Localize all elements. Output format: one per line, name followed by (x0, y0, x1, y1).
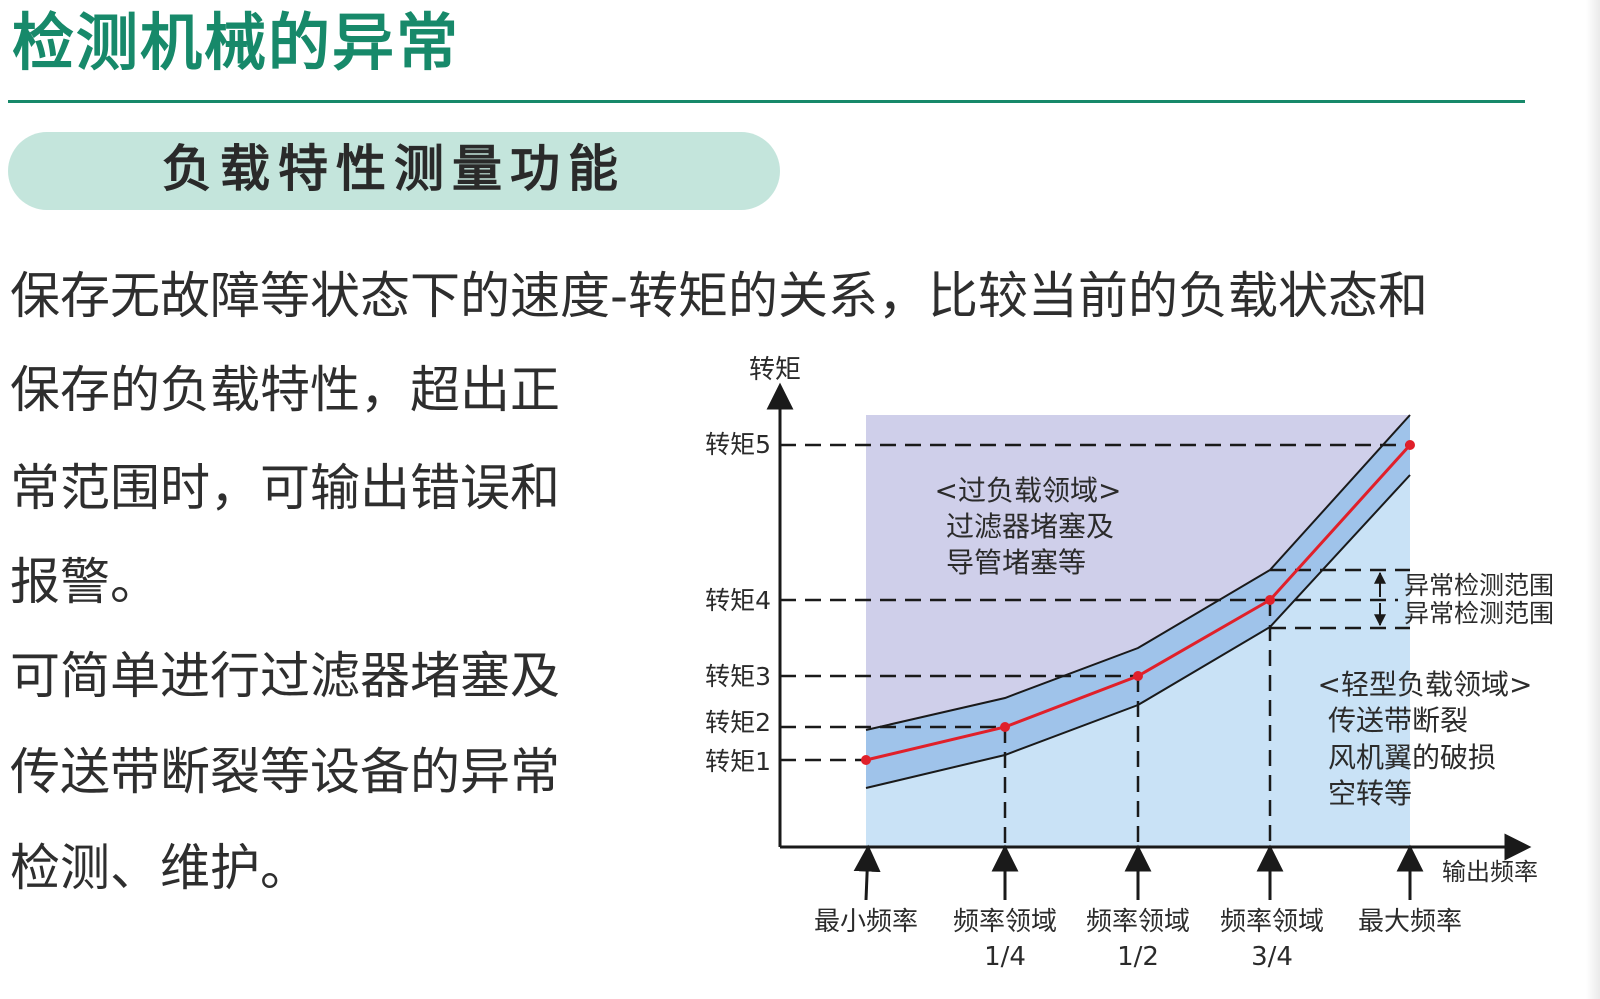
min-freq-arrow (853, 844, 881, 901)
torque1-label: 转矩1 (705, 747, 771, 776)
description-line-5: 可简单进行过滤器堵塞及 (10, 647, 560, 705)
light-region-title: <轻型负载领域> (1318, 668, 1533, 701)
description-line-6: 传送带断裂等设备的异常 (10, 743, 560, 801)
title-divider (8, 100, 1525, 103)
light-region-line-2: 风机翼的破损 (1328, 741, 1496, 774)
normal-band (866, 415, 1410, 788)
curve-point-3 (1133, 671, 1143, 681)
curve-point-5 (1405, 440, 1415, 450)
description-line-1: 保存无故障等状态下的速度-转矩的关系，比较当前的负载状态和 (10, 267, 1429, 325)
page-edge-shadow (1586, 0, 1600, 999)
description-line-4: 报警。 (10, 553, 160, 611)
load-curve-points (861, 440, 1415, 765)
light-region-line-1: 传送带断裂 (1328, 704, 1468, 737)
upper-limit-line (865, 414, 1411, 731)
torque4-label: 转矩4 (705, 586, 771, 615)
description-line-7: 检测、维护。 (10, 839, 310, 897)
description-line-2: 保存的负载特性，超出正 (10, 361, 560, 419)
section-title: 负载特性测量功能 (162, 140, 626, 198)
torque-dashed-lines (780, 443, 1410, 762)
section-pill (8, 132, 780, 210)
curve-point-1 (861, 755, 871, 765)
frequency-dashed-lines (1003, 600, 1272, 847)
torque3-label: 转矩3 (705, 662, 771, 691)
frequency-arrows (853, 844, 1424, 901)
half-freq-fraction: 1/2 (1117, 942, 1159, 972)
overload-region (866, 415, 1410, 730)
overload-region-line-2: 导管堵塞等 (946, 546, 1086, 579)
range-label-upper: 异常检测范围 (1404, 571, 1554, 600)
max-freq-label: 最大频率 (1358, 907, 1462, 937)
quarter-freq-label: 频率领域 (953, 907, 1057, 937)
quarter-freq-fraction: 1/4 (984, 942, 1026, 972)
x-axis-label: 输出频率 (1442, 858, 1538, 886)
overload-region-title: <过负载领域> (935, 474, 1122, 507)
range-label-lower: 异常检测范围 (1404, 599, 1554, 628)
three-quarter-freq-fraction: 3/4 (1251, 942, 1293, 972)
page-title: 检测机械的异常 (12, 6, 461, 79)
light-region-line-3: 空转等 (1328, 777, 1412, 810)
curve-point-4 (1265, 595, 1275, 605)
half-freq-label: 频率领域 (1086, 907, 1190, 937)
y-axis-label: 转矩 (749, 355, 801, 385)
overload-region-line-1: 过滤器堵塞及 (946, 510, 1114, 543)
torque2-label: 转矩2 (705, 708, 771, 737)
three-quarter-freq-label: 频率领域 (1220, 907, 1324, 937)
min-freq-label: 最小频率 (814, 907, 918, 937)
description-line-3: 常范围时，可输出错误和 (10, 459, 560, 517)
torque5-label: 转矩5 (705, 430, 771, 459)
curve-point-2 (1000, 722, 1010, 732)
